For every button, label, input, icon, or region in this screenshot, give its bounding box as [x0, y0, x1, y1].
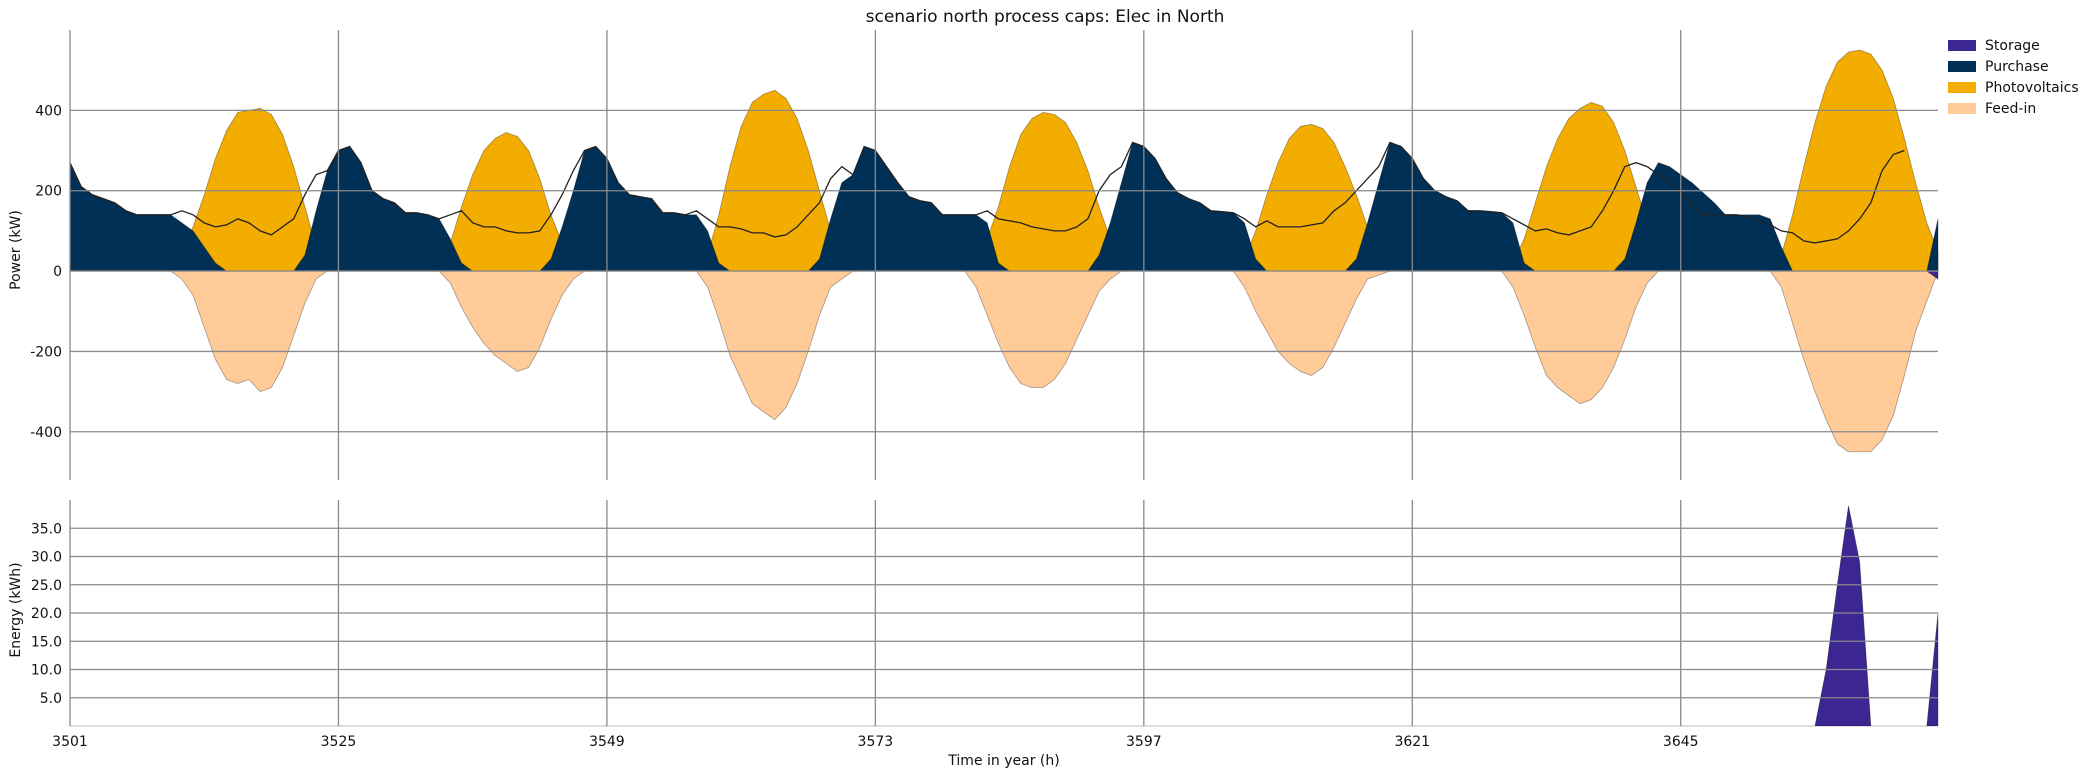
power-y-tick-label: 0	[53, 264, 62, 280]
x-tick-label: 3645	[1663, 734, 1699, 750]
power-gridlines	[69, 30, 1938, 480]
power-y-tick-label: -200	[30, 344, 62, 360]
legend-label-feed-in: Feed-in	[1985, 101, 2036, 117]
power-y-tick-label: -400	[30, 425, 62, 441]
legend: Storage Purchase Photovoltaics Feed-in	[1948, 38, 2079, 117]
energy-y-ticks: 5.0 10.0 15.0 20.0 25.0 30.0 35.0	[31, 521, 62, 707]
energy-y-tick-label: 15.0	[31, 634, 62, 650]
x-tick-label: 3621	[1394, 734, 1430, 750]
x-tick-label: 3501	[52, 734, 88, 750]
energy-y-tick-label: 10.0	[31, 663, 62, 679]
x-ticks: 3501 3525 3549 3573 3597 3621 3645	[52, 734, 1698, 750]
legend-swatch-photovoltaics	[1948, 82, 1976, 93]
legend-swatch-storage	[1948, 40, 1976, 51]
power-y-tick-label: 200	[35, 184, 62, 200]
power-y-tick-label: 400	[35, 103, 62, 119]
energy-y-tick-label: 25.0	[31, 578, 62, 594]
energy-y-tick-label: 5.0	[40, 691, 62, 707]
demand-line	[69, 141, 1905, 244]
power-y-label: Power (kW)	[8, 210, 24, 290]
energy-gridlines	[69, 500, 1938, 726]
x-tick-label: 3525	[321, 734, 357, 750]
power-y-ticks: -400 -200 0 200 400	[30, 103, 62, 440]
legend-label-photovoltaics: Photovoltaics	[1985, 80, 2079, 96]
legend-swatch-purchase	[1948, 61, 1976, 72]
legend-label-purchase: Purchase	[1985, 59, 2049, 75]
x-tick-label: 3573	[858, 734, 894, 750]
energy-area-storage	[70, 505, 1939, 727]
energy-y-label: Energy (kWh)	[8, 562, 24, 657]
energy-y-tick-label: 30.0	[31, 550, 62, 566]
energy-y-tick-label: 35.0	[31, 521, 62, 537]
energy-y-tick-label: 20.0	[31, 606, 62, 622]
power-area-feed-in	[70, 270, 1939, 453]
power-panel: -400 -200 0 200 400 Power (kW)	[8, 30, 1939, 480]
energy-panel: 5.0 10.0 15.0 20.0 25.0 30.0 35.0 Energy (kWh)	[8, 500, 1939, 727]
legend-swatch-feed-in	[1948, 103, 1976, 114]
energy-areas	[70, 505, 1939, 727]
x-tick-label: 3549	[589, 734, 625, 750]
legend-label-storage: Storage	[1985, 38, 2040, 54]
x-tick-label: 3597	[1126, 734, 1162, 750]
x-axis-label: Time in year (h)	[947, 753, 1059, 769]
chart-title: scenario north process caps: Elec in Nor…	[866, 7, 1225, 27]
